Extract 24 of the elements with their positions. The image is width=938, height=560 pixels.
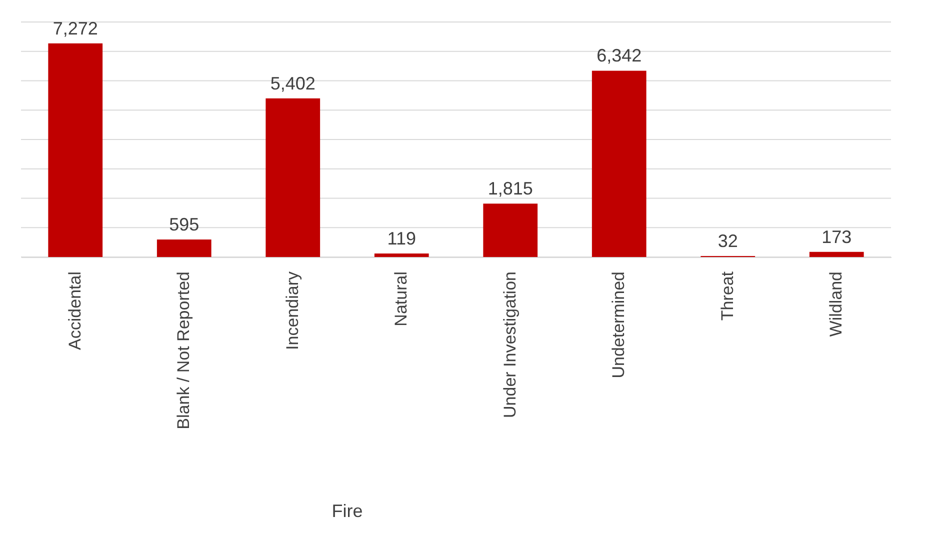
- x-tick-label: Accidental: [65, 272, 84, 350]
- x-tick-label: Under Investigation: [500, 272, 520, 418]
- bar: [266, 98, 320, 257]
- bar: [374, 254, 429, 257]
- x-tick-label: Incendiary: [282, 271, 302, 350]
- bar: [48, 43, 103, 257]
- data-label: 6,342: [596, 46, 642, 66]
- x-tick-label: Blank / Not Reported: [174, 272, 194, 430]
- data-label: 119: [387, 228, 416, 249]
- bar: [809, 252, 864, 257]
- x-tick-label: Undetermined: [609, 272, 628, 378]
- text: Fire: [332, 501, 363, 521]
- bar: [156, 240, 212, 257]
- bar: [483, 204, 538, 257]
- data-label: 595: [169, 214, 200, 235]
- data-label: 7,272: [52, 18, 98, 38]
- data-label: 32: [718, 231, 738, 252]
- data-label: 5,402: [270, 73, 316, 94]
- data-label: 173: [822, 226, 852, 247]
- x-tick-label: Threat: [718, 271, 737, 321]
- x-tick-label: Natural: [392, 272, 411, 326]
- x-tick-label: Wildland: [826, 272, 846, 337]
- data-label: 1,815: [488, 178, 533, 199]
- bar: [592, 70, 646, 257]
